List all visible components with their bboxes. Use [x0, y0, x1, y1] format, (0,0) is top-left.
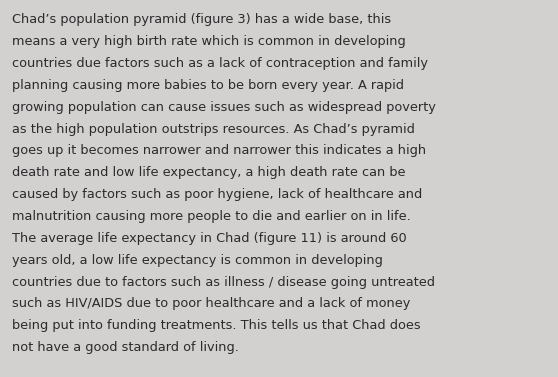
Text: malnutrition causing more people to die and earlier on in life.: malnutrition causing more people to die … [12, 210, 411, 223]
Text: The average life expectancy in Chad (figure 11) is around 60: The average life expectancy in Chad (fig… [12, 232, 407, 245]
Text: means a very high birth rate which is common in developing: means a very high birth rate which is co… [12, 35, 406, 48]
Text: being put into funding treatments. This tells us that Chad does: being put into funding treatments. This … [12, 319, 421, 332]
Text: Chad’s population pyramid (figure 3) has a wide base, this: Chad’s population pyramid (figure 3) has… [12, 13, 391, 26]
Text: countries due factors such as a lack of contraception and family: countries due factors such as a lack of … [12, 57, 429, 70]
Text: caused by factors such as poor hygiene, lack of healthcare and: caused by factors such as poor hygiene, … [12, 188, 422, 201]
Text: planning causing more babies to be born every year. A rapid: planning causing more babies to be born … [12, 79, 405, 92]
Text: growing population can cause issues such as widespread poverty: growing population can cause issues such… [12, 101, 436, 113]
Text: such as HIV/AIDS due to poor healthcare and a lack of money: such as HIV/AIDS due to poor healthcare … [12, 297, 411, 310]
Text: as the high population outstrips resources. As Chad’s pyramid: as the high population outstrips resourc… [12, 123, 415, 135]
Text: years old, a low life expectancy is common in developing: years old, a low life expectancy is comm… [12, 254, 383, 267]
Text: death rate and low life expectancy, a high death rate can be: death rate and low life expectancy, a hi… [12, 166, 406, 179]
Text: countries due to factors such as illness / disease going untreated: countries due to factors such as illness… [12, 276, 435, 288]
Text: goes up it becomes narrower and narrower this indicates a high: goes up it becomes narrower and narrower… [12, 144, 426, 157]
Text: not have a good standard of living.: not have a good standard of living. [12, 341, 239, 354]
